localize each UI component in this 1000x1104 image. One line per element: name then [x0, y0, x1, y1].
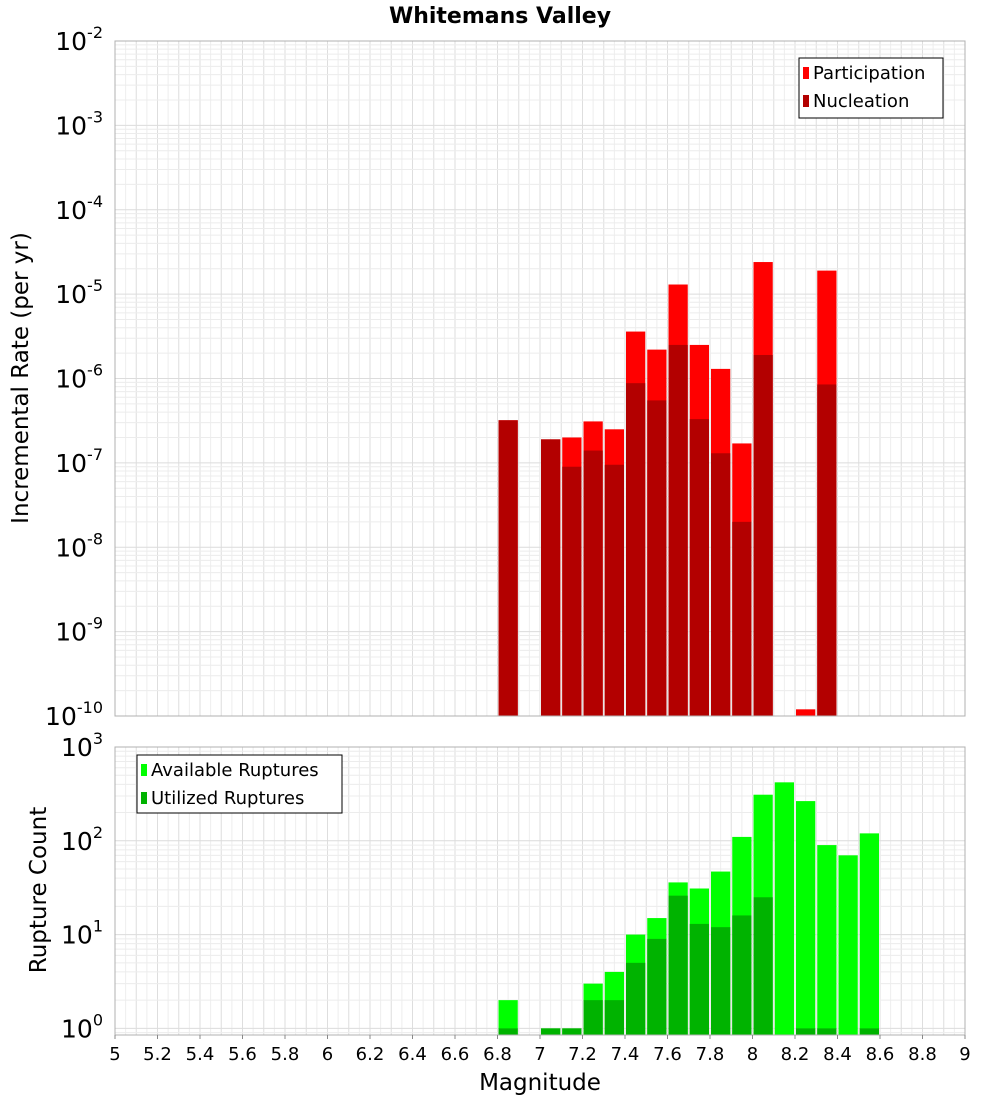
top-y-tick-label: 10-5 — [55, 276, 103, 309]
top-y-tick-label: 10-8 — [55, 529, 103, 562]
bottom-panel: 100 101 102 103 5 5.2 5.4 5.6 5.8 6 6.2 6.4 6.6 6.8 7 7… — [61, 729, 971, 1065]
top-legend-swatch — [803, 95, 809, 107]
top-y-tick-label: 10-9 — [55, 614, 103, 647]
top-bar-nucleation — [562, 466, 582, 716]
x-tick-label: 5.4 — [186, 1044, 215, 1065]
bottom-y-tick-label: 102 — [61, 823, 103, 856]
x-tick-label: 7.2 — [568, 1044, 597, 1065]
x-tick-label: 7.8 — [696, 1044, 725, 1065]
x-tick-label: 6 — [322, 1044, 333, 1065]
top-y-tick-label: 10-2 — [55, 23, 103, 56]
top-legend-box — [798, 57, 944, 119]
bottom-bar-utilized-ruptures — [604, 1000, 624, 1035]
x-tick-label: 7.6 — [653, 1044, 682, 1065]
bottom-bar-utilized-ruptures — [583, 1000, 603, 1035]
x-tick-label: 8.8 — [908, 1044, 937, 1065]
bottom-bar-utilized-ruptures — [753, 897, 773, 1035]
top-bar-nucleation — [689, 419, 709, 716]
top-bar-nucleation — [498, 420, 518, 716]
bottom-bar-utilized-ruptures — [711, 927, 731, 1035]
top-legend-label: Participation — [813, 63, 925, 84]
bottom-bar-utilized-ruptures — [817, 1028, 837, 1035]
x-tick-label: 7.4 — [611, 1044, 640, 1065]
bottom-bar-utilized-ruptures — [689, 923, 709, 1035]
bottom-y-tick-label: 101 — [61, 917, 103, 950]
top-bar-participation — [796, 709, 816, 716]
bottom-bar-utilized-ruptures — [647, 938, 667, 1035]
top-y-tick-label: 10-10 — [45, 698, 103, 731]
top-bar-nucleation — [626, 383, 646, 716]
top-y-tick-label: 10-3 — [55, 107, 103, 140]
bottom-legend-swatch — [141, 792, 147, 804]
bottom-legend-box — [136, 754, 343, 814]
chart-title: Whitemans Valley — [389, 4, 611, 29]
top-y-axis-label: Incremental Rate (per yr) — [8, 232, 34, 524]
top-legend: Participation Nucleation — [798, 57, 944, 119]
top-bar-nucleation — [604, 464, 624, 716]
x-tick-label: 5.6 — [228, 1044, 257, 1065]
bottom-bar-utilized-ruptures — [859, 1028, 879, 1035]
top-bar-nucleation — [541, 439, 561, 716]
x-axis-label: Magnitude — [479, 1070, 601, 1096]
bottom-bar-utilized-ruptures — [541, 1028, 561, 1035]
top-y-tick-label: 10-6 — [55, 361, 103, 394]
x-tick-label: 5 — [109, 1044, 120, 1065]
bottom-legend-swatch — [141, 764, 147, 776]
bottom-bar-available-ruptures — [838, 855, 858, 1035]
x-tick-label: 8.6 — [866, 1044, 895, 1065]
bottom-bar-utilized-ruptures — [668, 895, 688, 1035]
top-bar-nucleation — [711, 453, 731, 716]
bottom-bar-available-ruptures — [859, 833, 879, 1035]
x-tick-label: 9 — [959, 1044, 970, 1065]
top-bar-nucleation — [583, 450, 603, 716]
x-tick-label: 7 — [534, 1044, 545, 1065]
bottom-bar-utilized-ruptures — [498, 1028, 518, 1035]
top-bar-nucleation — [668, 344, 688, 716]
bottom-bar-utilized-ruptures — [796, 1028, 816, 1035]
top-y-tick-label: 10-4 — [55, 192, 103, 225]
bottom-bar-available-ruptures — [774, 782, 794, 1035]
top-bar-nucleation — [647, 400, 667, 716]
bottom-bar-available-ruptures — [498, 1000, 518, 1035]
top-bar-nucleation — [817, 384, 837, 716]
bottom-bar-available-ruptures — [817, 845, 837, 1035]
bottom-y-axis-label: Rupture Count — [26, 807, 52, 973]
top-bar-nucleation — [732, 521, 752, 716]
top-legend-label: Nucleation — [813, 91, 909, 112]
bottom-bar-utilized-ruptures — [732, 915, 752, 1035]
bottom-y-tick-label: 103 — [61, 729, 103, 762]
top-y-tick-label: 10-7 — [55, 445, 103, 478]
x-tick-label: 6.4 — [398, 1044, 427, 1065]
x-tick-label: 6.6 — [441, 1044, 470, 1065]
x-tick-label: 8.4 — [823, 1044, 852, 1065]
bottom-legend: Available Ruptures Utilized Ruptures — [136, 754, 343, 814]
bottom-y-tick-label: 100 — [61, 1010, 103, 1043]
x-tick-label: 6.8 — [483, 1044, 512, 1065]
top-legend-swatch — [803, 67, 809, 79]
x-tick-label: 8.2 — [781, 1044, 810, 1065]
top-panel: 10-10 10-9 10-8 10-7 10-6 10-5 10-4 10-3 10-2 Par… — [45, 23, 966, 731]
bottom-bar-utilized-ruptures — [626, 962, 646, 1035]
bottom-bar-available-ruptures — [796, 801, 816, 1035]
bottom-bar-utilized-ruptures — [562, 1028, 582, 1035]
x-tick-label: 5.8 — [271, 1044, 300, 1065]
top-bar-nucleation — [753, 354, 773, 716]
bottom-legend-label: Utilized Ruptures — [151, 788, 304, 809]
x-tick-label: 8 — [747, 1044, 758, 1065]
x-tick-label: 5.2 — [143, 1044, 172, 1065]
x-tick-label: 6.2 — [356, 1044, 385, 1065]
bottom-legend-label: Available Ruptures — [151, 760, 319, 781]
top-plot-frame — [114, 40, 966, 717]
